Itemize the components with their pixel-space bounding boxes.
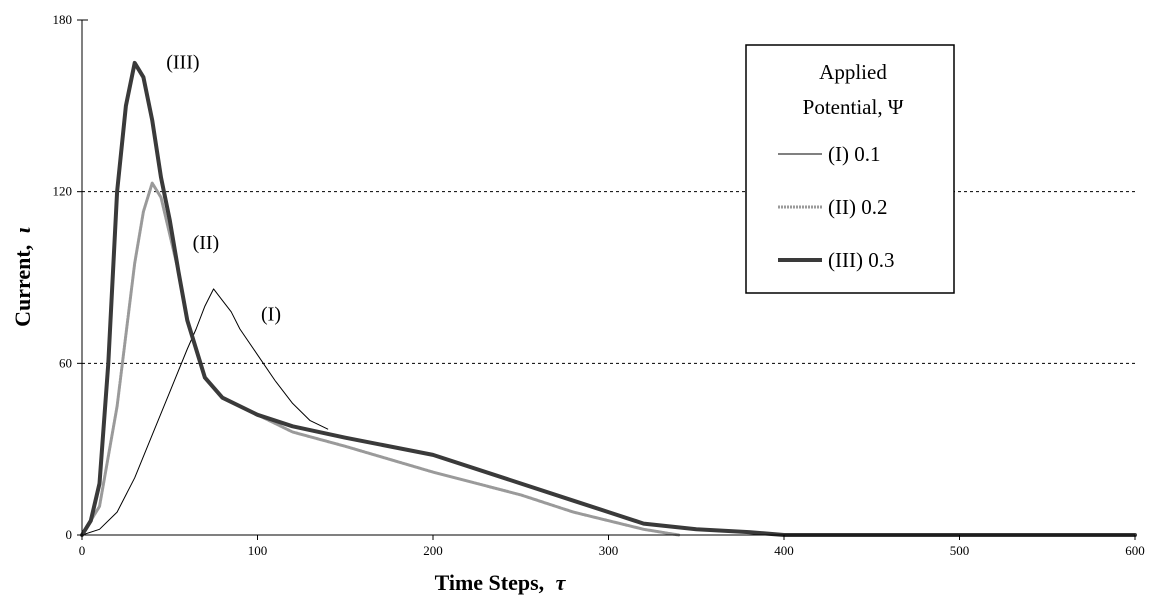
legend-title-line1: Applied: [819, 60, 887, 84]
annotation-label: (I): [261, 303, 281, 325]
y-axis-label: Current,: [10, 245, 35, 327]
series-group: [80, 60, 1137, 537]
legend-label: (I) 0.1: [828, 142, 880, 166]
legend-box: [745, 44, 955, 294]
y-tick-label: 60: [59, 355, 72, 370]
tick-labels: 0 100 200 300 400 500 600 0 60 120 180: [53, 12, 1145, 558]
legend-label: (II) 0.2: [828, 195, 887, 219]
x-axis-title: Time Steps, τ: [435, 570, 567, 595]
legend-label: (III) 0.3: [828, 248, 894, 272]
y-tick-label: 0: [66, 527, 73, 542]
annotations: (III) (II) (I): [166, 52, 281, 326]
annotation-label: (II): [193, 232, 220, 254]
x-tick-label: 0: [79, 543, 86, 558]
x-axis-symbol: τ: [556, 570, 567, 595]
y-tick-label: 180: [53, 12, 73, 27]
x-axis-label: Time Steps,: [435, 570, 545, 595]
x-tick-label: 100: [248, 543, 268, 558]
legend-entries: (I) 0.1 (II) 0.2 (III) 0.3: [778, 142, 894, 272]
axes: [81, 20, 1135, 536]
annotation-label: (III): [166, 52, 199, 74]
y-axis-title: Current, ι: [10, 227, 35, 327]
x-tick-label: 300: [599, 543, 619, 558]
x-tick-label: 400: [774, 543, 794, 558]
grid: [82, 19, 1135, 364]
x-tick-label: 200: [423, 543, 443, 558]
legend: Applied Potential, Ψ (I) 0.1 (II) 0.2 (III…: [745, 44, 955, 294]
x-tick-label: 500: [950, 543, 970, 558]
y-axis-symbol: ι: [10, 227, 35, 233]
x-tick-label: 600: [1125, 543, 1145, 558]
series-line-1: [81, 288, 329, 536]
series-line-3: [80, 60, 1137, 537]
y-tick-label: 120: [53, 184, 73, 199]
legend-title-line2: Potential, Ψ: [803, 95, 904, 119]
